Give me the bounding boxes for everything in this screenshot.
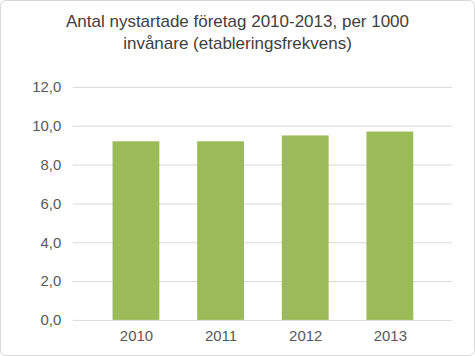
svg-text:2013: 2013 (374, 327, 407, 344)
svg-text:2010: 2010 (120, 327, 153, 344)
svg-text:6,0: 6,0 (40, 195, 61, 212)
svg-text:10,0: 10,0 (32, 117, 61, 134)
svg-text:4,0: 4,0 (40, 234, 61, 251)
svg-text:12,0: 12,0 (32, 78, 61, 95)
html-text:Antal nystartade företag 2010-: Antal nystartade företag 2010-2013, per … (66, 12, 409, 53)
svg-text:2011: 2011 (205, 327, 237, 344)
svg-text:0,0: 0,0 (40, 311, 61, 328)
svg-text:8,0: 8,0 (40, 156, 61, 173)
svg-text:2,0: 2,0 (40, 272, 61, 289)
svg-text:2012: 2012 (289, 327, 322, 344)
